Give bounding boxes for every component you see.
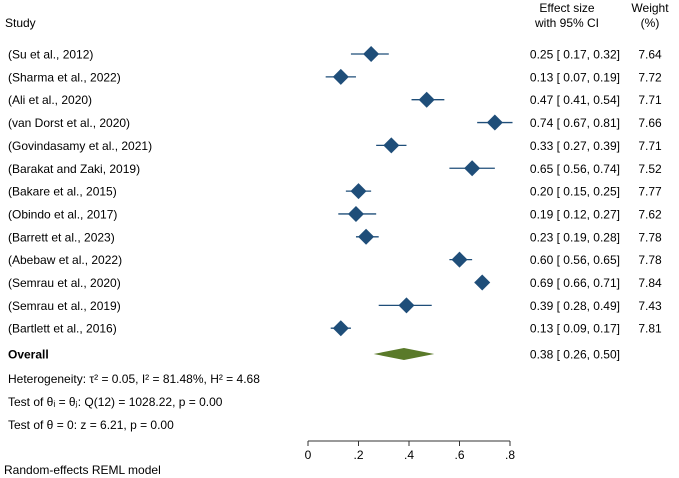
effect-marker xyxy=(474,274,491,291)
effect-ci-value: 0.20 [ 0.15, 0.25] xyxy=(530,185,620,199)
overall-row: Overall 0.38 [ 0.26, 0.50] xyxy=(8,348,620,362)
effect-ci-value: 0.13 [ 0.09, 0.17] xyxy=(530,322,620,336)
effect-marker xyxy=(332,68,349,85)
effect-marker xyxy=(398,297,415,314)
header-study: Study xyxy=(5,16,36,30)
x-tick-label: .4 xyxy=(404,448,414,462)
study-row: (van Dorst et al., 2020) 0.74 [ 0.67, 0.8… xyxy=(8,114,662,131)
x-tick-label: 0 xyxy=(305,448,312,462)
effect-marker xyxy=(418,91,435,108)
effect-marker xyxy=(383,137,400,154)
effect-ci-value: 0.47 [ 0.41, 0.54] xyxy=(530,93,620,107)
study-name: (Semrau et al., 2019) xyxy=(8,299,121,313)
effect-ci-value: 0.74 [ 0.67, 0.81] xyxy=(530,116,620,130)
weight-value: 7.62 xyxy=(638,207,662,221)
study-name: (Ali et al., 2020) xyxy=(8,93,92,107)
study-row: (Bakare et al., 2015) 0.20 [ 0.15, 0.25] 7… xyxy=(8,183,662,200)
effect-ci-value: 0.13 [ 0.07, 0.19] xyxy=(530,70,620,84)
study-name: (Bakare et al., 2015) xyxy=(8,185,117,199)
study-row: (Sharma et al., 2022) 0.13 [ 0.07, 0.19] 7… xyxy=(8,68,662,85)
header-ci: with 95% CI xyxy=(534,16,599,30)
study-row: (Bartlett et al., 2016) 0.13 [ 0.09, 0.17… xyxy=(8,320,662,337)
weight-value: 7.71 xyxy=(638,139,662,153)
study-name: (Barakat and Zaki, 2019) xyxy=(8,162,140,176)
effect-ci-value: 0.33 [ 0.27, 0.39] xyxy=(530,139,620,153)
weight-value: 7.64 xyxy=(638,48,662,62)
heterogeneity-text: Heterogeneity: τ² = 0.05, I² = 81.48%, H… xyxy=(8,372,260,386)
test-groups-text: Test of θᵢ = θⱼ: Q(12) = 1028.22, p = 0.… xyxy=(8,395,223,409)
effect-ci-value: 0.23 [ 0.19, 0.28] xyxy=(530,230,620,244)
effect-ci-value: 0.19 [ 0.12, 0.27] xyxy=(530,207,620,221)
effect-marker xyxy=(363,46,380,62)
weight-value: 7.81 xyxy=(638,322,662,336)
x-tick-label: .8 xyxy=(505,448,515,462)
weight-value: 7.52 xyxy=(638,162,662,176)
weight-value: 7.78 xyxy=(638,230,662,244)
effect-marker xyxy=(358,228,375,245)
study-row: (Barakat and Zaki, 2019) 0.65 [ 0.56, 0.7… xyxy=(8,160,662,177)
study-row: (Abebaw et al., 2022) 0.60 [ 0.56, 0.65] 7… xyxy=(8,251,662,268)
overall-diamond xyxy=(373,348,435,360)
weight-value: 7.43 xyxy=(638,299,662,313)
study-name: (Abebaw et al., 2022) xyxy=(8,253,122,267)
effect-marker xyxy=(486,114,503,131)
study-row: (Obindo et al., 2017) 0.19 [ 0.12, 0.27] 7… xyxy=(8,205,662,222)
x-tick-label: .6 xyxy=(454,448,464,462)
header-effect-size: Effect size xyxy=(539,1,594,15)
study-name: (Sharma et al., 2022) xyxy=(8,70,121,84)
weight-value: 7.66 xyxy=(638,116,662,130)
study-name: (Govindasamy et al., 2021) xyxy=(8,139,152,153)
weight-value: 7.77 xyxy=(638,185,662,199)
header-weight: Weight xyxy=(631,1,669,15)
study-name: (Semrau et al., 2020) xyxy=(8,276,121,290)
effect-ci-value: 0.39 [ 0.28, 0.49] xyxy=(530,299,620,313)
effect-marker xyxy=(350,183,367,200)
effect-marker xyxy=(464,160,481,177)
study-row: (Ali et al., 2020) 0.47 [ 0.41, 0.54] 7.71 xyxy=(8,91,662,108)
study-row: (Su et al., 2012) 0.25 [ 0.17, 0.32] 7.64 xyxy=(8,46,662,62)
study-row: (Semrau et al., 2020) 0.69 [ 0.66, 0.71] 7… xyxy=(8,274,662,291)
study-row: (Barrett et al., 2023) 0.23 [ 0.19, 0.28]… xyxy=(8,228,662,245)
weight-value: 7.84 xyxy=(638,276,662,290)
effect-ci-value: 0.60 [ 0.56, 0.65] xyxy=(530,253,620,267)
study-row: (Govindasamy et al., 2021) 0.33 [ 0.27, 0… xyxy=(8,137,662,154)
study-name: (Bartlett et al., 2016) xyxy=(8,322,117,336)
study-name: (Obindo et al., 2017) xyxy=(8,207,117,221)
model-footnote: Random-effects REML model xyxy=(4,463,161,477)
effect-ci-value: 0.25 [ 0.17, 0.32] xyxy=(530,48,620,62)
study-name: (Su et al., 2012) xyxy=(8,48,93,62)
x-tick-label: .2 xyxy=(353,448,363,462)
x-axis: 0 .2 .4 .6 .8 xyxy=(305,440,515,462)
study-row: (Semrau et al., 2019) 0.39 [ 0.28, 0.49] 7… xyxy=(8,297,662,314)
overall-ci-value: 0.38 [ 0.26, 0.50] xyxy=(530,348,620,362)
study-rows: (Su et al., 2012) 0.25 [ 0.17, 0.32] 7.64(… xyxy=(8,46,662,337)
weight-value: 7.71 xyxy=(638,93,662,107)
effect-marker xyxy=(347,205,364,222)
weight-value: 7.72 xyxy=(638,70,662,84)
effect-marker xyxy=(451,251,468,268)
overall-label: Overall xyxy=(8,348,49,362)
header-weight-unit: (%) xyxy=(641,16,660,30)
study-name: (van Dorst et al., 2020) xyxy=(8,116,130,130)
effect-ci-value: 0.65 [ 0.56, 0.74] xyxy=(530,162,620,176)
effect-ci-value: 0.69 [ 0.66, 0.71] xyxy=(530,276,620,290)
weight-value: 7.78 xyxy=(638,253,662,267)
study-name: (Barrett et al., 2023) xyxy=(8,230,115,244)
test-zero-text: Test of θ = 0: z = 6.21, p = 0.00 xyxy=(8,418,174,432)
effect-marker xyxy=(332,320,349,337)
